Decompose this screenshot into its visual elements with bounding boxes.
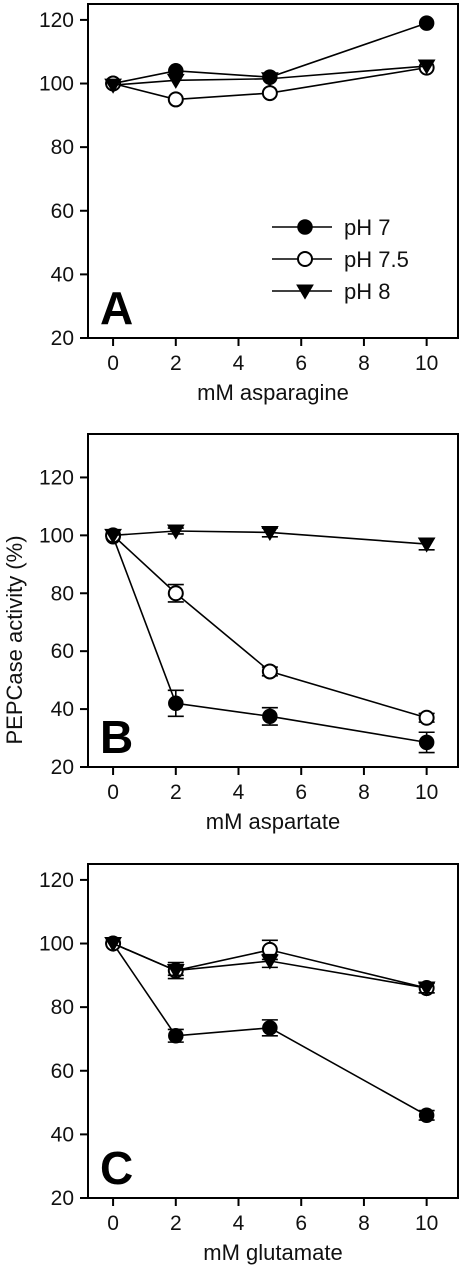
plot-frame: [87, 863, 459, 1199]
legend-marker: [296, 284, 314, 300]
data-point: [104, 528, 122, 544]
series-ph-8: [104, 524, 436, 553]
series-line: [112, 66, 427, 101]
series-line: [112, 534, 427, 719]
data-point: [261, 85, 278, 102]
y-tick-label: 20: [51, 756, 74, 779]
series-ph-7: [105, 529, 435, 754]
plot-frame: [87, 433, 459, 768]
y-tick-label: 80: [51, 136, 74, 159]
panel-letter: A: [100, 282, 133, 334]
shared-y-axis-label: PEPCase activity (%): [2, 535, 27, 744]
data-point: [418, 709, 435, 726]
panel-b: 20 40 60 80 100 120 0 2 4 6 8 10 mM aspartate B: [39, 433, 459, 834]
x-tick-label: 8: [358, 352, 370, 375]
x-tick-label: 0: [107, 1212, 119, 1235]
data-point: [260, 954, 279, 970]
series-line: [112, 943, 428, 1116]
x-tick-label: 2: [170, 781, 182, 804]
series-ph-7-5: [105, 527, 435, 726]
y-tick-label: 60: [51, 1060, 74, 1083]
y-tick-label: 40: [51, 1123, 74, 1146]
y-tick-label: 60: [51, 200, 74, 223]
y-tick-label: 120: [39, 466, 74, 489]
x-tick-label: 8: [358, 781, 370, 804]
x-tick-label: 6: [295, 352, 307, 375]
series-line: [113, 65, 427, 86]
y-tick-label: 20: [51, 1187, 74, 1210]
series-ph-8: [104, 59, 436, 94]
data-point: [418, 15, 435, 31]
series-line: [113, 530, 427, 545]
legend-label: pH 7.5: [344, 247, 409, 272]
data-point: [167, 585, 184, 602]
x-tick-label: 6: [295, 1212, 307, 1235]
y-tick-label: 20: [51, 327, 74, 350]
panel-letter: B: [100, 711, 133, 763]
legend-marker: [297, 251, 313, 267]
plot-frame: [87, 3, 459, 339]
panel-c: 20 40 60 80 100 120 0 2 4 6 8 10 mM glutamate C: [39, 863, 459, 1265]
data-point: [418, 734, 435, 751]
y-tick-label: 40: [51, 698, 74, 721]
series-ph-8: [104, 937, 436, 997]
series-line: [112, 942, 427, 989]
y-tick-label: 80: [51, 582, 74, 605]
y-tick-label: 100: [39, 524, 74, 547]
data-point: [260, 72, 279, 88]
panel-letter: C: [100, 1142, 133, 1194]
x-tick-label: 2: [170, 1212, 182, 1235]
data-point: [166, 524, 185, 540]
y-tick-label: 120: [39, 9, 74, 32]
legend: pH 7 pH 7.5 pH 8: [272, 215, 409, 304]
data-point: [168, 695, 184, 712]
x-tick-label: 6: [295, 781, 307, 804]
x-tick-label: 2: [170, 352, 182, 375]
data-point: [417, 59, 436, 75]
series-line: [112, 22, 427, 85]
x-tick-label: 4: [233, 1212, 245, 1235]
data-point: [417, 981, 436, 997]
x-tick-label: 4: [233, 352, 245, 375]
x-axis-label: mM aspartate: [206, 809, 341, 834]
y-tick-label: 100: [39, 933, 74, 956]
data-point: [262, 708, 278, 725]
data-point: [104, 937, 122, 953]
x-tick-label: 0: [107, 781, 119, 804]
legend-marker: [297, 219, 313, 235]
x-tick-label: 4: [233, 781, 245, 804]
x-tick-label: 10: [415, 352, 438, 375]
x-tick-label: 0: [107, 352, 119, 375]
data-point: [167, 91, 184, 108]
legend-label: pH 7: [344, 215, 390, 240]
x-tick-label: 10: [415, 1212, 438, 1235]
y-tick-label: 60: [51, 640, 74, 663]
data-point: [166, 964, 185, 980]
data-point: [168, 1028, 184, 1044]
data-point: [166, 73, 185, 89]
data-point: [262, 1020, 278, 1036]
legend-label: pH 8: [344, 279, 390, 304]
y-tick-label: 80: [51, 996, 74, 1019]
data-point: [261, 663, 278, 680]
y-tick-label: 40: [51, 263, 74, 286]
series-line: [112, 536, 427, 744]
data-point: [417, 537, 436, 553]
data-point: [260, 525, 279, 542]
y-tick-label: 100: [39, 73, 74, 96]
data-point: [418, 1107, 435, 1124]
x-tick-label: 8: [358, 1212, 370, 1235]
y-tick-label: 120: [39, 869, 74, 892]
x-tick-label: 10: [415, 781, 438, 804]
x-axis-label: mM glutamate: [203, 1240, 342, 1265]
data-point: [104, 78, 122, 94]
x-axis-label: mM asparagine: [197, 380, 349, 405]
